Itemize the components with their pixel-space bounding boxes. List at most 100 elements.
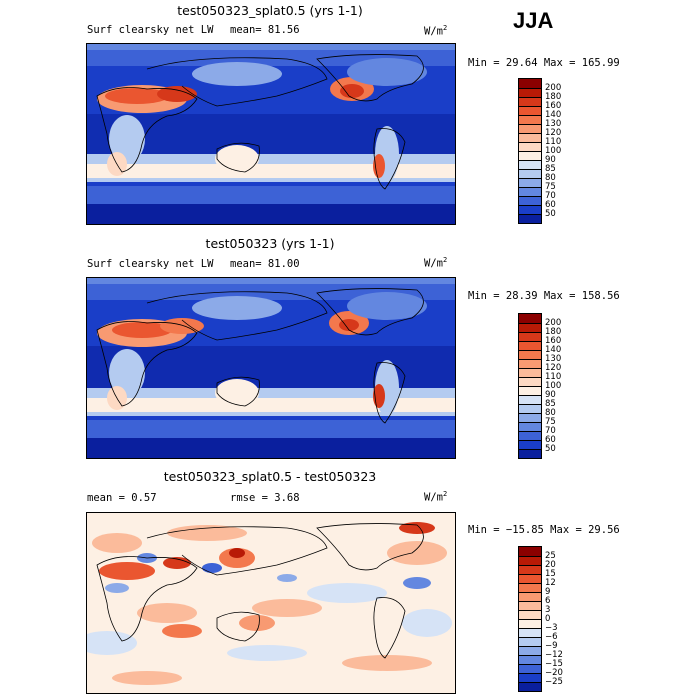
colorbar-tick-label: 200 (545, 318, 562, 328)
colorbar-swatch (519, 422, 541, 431)
colorbar-tick-label: −15 (545, 659, 563, 669)
colorbar-tick-label: 20 (545, 560, 556, 570)
panel-3-map (86, 512, 456, 694)
colorbar-swatch (519, 682, 541, 691)
colorbar-tick-label: 0 (545, 614, 551, 624)
colorbar-tick-label: 180 (545, 327, 562, 337)
panel-3-units: W/m2 (424, 490, 448, 504)
panel-3-mean-label: mean = 0.57 (87, 492, 157, 504)
colorbar-swatch (519, 637, 541, 646)
colorbar-swatch (519, 413, 541, 422)
colorbar-swatch (519, 323, 541, 332)
panel-3-colorbar (518, 546, 542, 692)
panel-2-title: test050323 (yrs 1-1) (205, 236, 335, 251)
season-label: JJA (513, 8, 554, 33)
colorbar-tick-label: 120 (545, 128, 562, 138)
colorbar-swatch (519, 160, 541, 169)
colorbar-swatch (519, 88, 541, 97)
panel-2-stats: Min = 28.39 Max = 158.56 (468, 290, 620, 302)
colorbar-tick-label: 100 (545, 381, 562, 391)
colorbar-swatch (519, 341, 541, 350)
colorbar-swatch (519, 592, 541, 601)
colorbar-tick-label: 160 (545, 336, 562, 346)
colorbar-swatch (519, 79, 541, 88)
panel-3-map-field (87, 513, 455, 693)
colorbar-swatch (519, 440, 541, 449)
panel-3-rmse-label: rmse = 3.68 (230, 492, 300, 504)
colorbar-swatch (519, 619, 541, 628)
colorbar-swatch (519, 133, 541, 142)
colorbar-swatch (519, 350, 541, 359)
panel-2-field-label: Surf clearsky net LW (87, 258, 214, 270)
colorbar-tick-label: 70 (545, 191, 556, 201)
colorbar-swatch (519, 178, 541, 187)
colorbar-tick-label: 160 (545, 101, 562, 111)
colorbar-swatch (519, 205, 541, 214)
colorbar-swatch (519, 169, 541, 178)
colorbar-tick-label: 15 (545, 569, 556, 579)
colorbar-tick-label: 130 (545, 354, 562, 364)
colorbar-swatch (519, 655, 541, 664)
colorbar-swatch (519, 386, 541, 395)
colorbar-swatch (519, 404, 541, 413)
colorbar-tick-label: 60 (545, 435, 556, 445)
colorbar-tick-label: 100 (545, 146, 562, 156)
colorbar-tick-label: 75 (545, 182, 556, 192)
panel-1-mean-label: mean= 81.56 (230, 24, 300, 36)
panel-1-units: W/m2 (424, 24, 448, 38)
colorbar-swatch (519, 610, 541, 619)
colorbar-swatch (519, 142, 541, 151)
colorbar-tick-label: 25 (545, 551, 556, 561)
colorbar-tick-label: 120 (545, 363, 562, 373)
colorbar-tick-label: −9 (545, 641, 558, 651)
colorbar-tick-label: 12 (545, 578, 556, 588)
colorbar-swatch (519, 556, 541, 565)
colorbar-tick-label: 50 (545, 444, 556, 454)
colorbar-tick-label: 9 (545, 587, 551, 597)
colorbar-swatch (519, 359, 541, 368)
colorbar-swatch (519, 628, 541, 637)
colorbar-swatch (519, 196, 541, 205)
panel-1-stats: Min = 29.64 Max = 165.99 (468, 57, 620, 69)
colorbar-tick-label: 70 (545, 426, 556, 436)
colorbar-tick-label: 80 (545, 173, 556, 183)
colorbar-swatch (519, 187, 541, 196)
colorbar-tick-label: 85 (545, 399, 556, 409)
colorbar-swatch (519, 97, 541, 106)
panel-2-map-field (87, 278, 455, 458)
colorbar-tick-label: 110 (545, 137, 562, 147)
panel-1-title: test050323_splat0.5 (yrs 1-1) (177, 3, 363, 18)
colorbar-swatch (519, 151, 541, 160)
colorbar-tick-label: 80 (545, 408, 556, 418)
colorbar-tick-label: 180 (545, 92, 562, 102)
panel-1-map (86, 43, 456, 225)
colorbar-tick-label: 6 (545, 596, 551, 606)
colorbar-swatch (519, 106, 541, 115)
colorbar-swatch (519, 332, 541, 341)
colorbar-swatch (519, 547, 541, 556)
colorbar-swatch (519, 214, 541, 223)
panel-2-units: W/m2 (424, 256, 448, 270)
colorbar-tick-label: 140 (545, 110, 562, 120)
panel-3-title: test050323_splat0.5 - test050323 (163, 469, 377, 484)
colorbar-swatch (519, 431, 541, 440)
colorbar-tick-label: 85 (545, 164, 556, 174)
colorbar-swatch (519, 583, 541, 592)
colorbar-tick-label: −25 (545, 677, 563, 687)
colorbar-swatch (519, 314, 541, 323)
colorbar-swatch (519, 574, 541, 583)
colorbar-tick-label: 90 (545, 390, 556, 400)
colorbar-tick-label: 3 (545, 605, 551, 615)
panel-1-colorbar (518, 78, 542, 224)
colorbar-swatch (519, 124, 541, 133)
colorbar-tick-label: −3 (545, 623, 558, 633)
panel-1-map-field (87, 44, 455, 224)
colorbar-swatch (519, 115, 541, 124)
colorbar-tick-label: 50 (545, 209, 556, 219)
colorbar-swatch (519, 565, 541, 574)
colorbar-tick-label: 90 (545, 155, 556, 165)
colorbar-swatch (519, 377, 541, 386)
colorbar-swatch (519, 449, 541, 458)
panel-2-map (86, 277, 456, 459)
colorbar-tick-label: −12 (545, 650, 563, 660)
